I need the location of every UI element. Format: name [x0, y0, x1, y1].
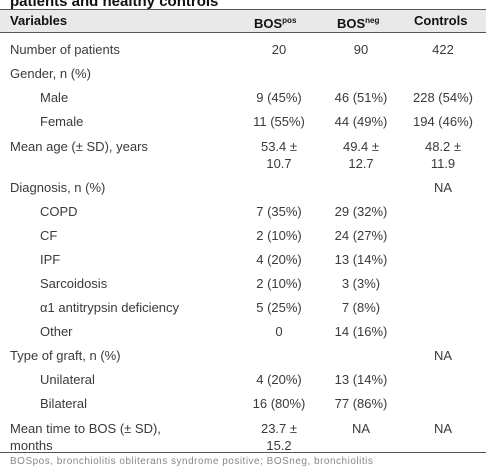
cell-neg: 12.7	[348, 156, 374, 171]
cell-pos: 2 (10%)	[256, 276, 302, 291]
row-label: IPF	[40, 252, 61, 267]
cell-neg: 77 (86%)	[334, 396, 388, 411]
header-bos-neg: BOSneg	[337, 12, 379, 32]
cell-pos: 11 (55%)	[253, 114, 305, 129]
header-bos-pos: BOSpos	[254, 12, 296, 32]
row-label: Number of patients	[10, 42, 120, 57]
header-bos-pos-base: BOS	[254, 16, 283, 31]
cell-neg: 46 (51%)	[334, 90, 388, 105]
table-header-band	[0, 9, 486, 33]
cell-ctrl: 48.2 ±	[424, 139, 462, 154]
cell-neg: NA	[351, 421, 371, 436]
row-label: Type of graft, n (%)	[10, 348, 121, 363]
table-bottom-rule	[0, 452, 486, 453]
cell-neg: 3 (3%)	[341, 276, 381, 291]
cell-pos: 5 (25%)	[256, 300, 302, 315]
header-bos-pos-sup: pos	[282, 16, 297, 25]
cell-pos: 9 (45%)	[256, 90, 302, 105]
cell-pos: 15.2	[266, 438, 292, 453]
row-label: Diagnosis, n (%)	[10, 180, 106, 195]
cell-neg: 90	[353, 42, 369, 57]
row-label: Unilateral	[40, 372, 95, 387]
cell-pos: 7 (35%)	[256, 204, 302, 219]
cell-ctrl: 228 (54%)	[413, 90, 473, 105]
cell-pos: 10.7	[266, 156, 292, 171]
row-label: months	[10, 438, 53, 453]
cell-ctrl: 422	[432, 42, 454, 57]
cell-neg: 49.4 ±	[342, 139, 380, 154]
cell-neg: 13 (14%)	[334, 372, 388, 387]
header-controls: Controls	[414, 13, 468, 28]
cell-neg: 7 (8%)	[341, 300, 381, 315]
cell-pos: 53.4 ±	[260, 139, 298, 154]
cell-ctrl: NA	[433, 348, 453, 363]
row-label: Bilateral	[40, 396, 87, 411]
cell-pos: 2 (10%)	[256, 228, 302, 243]
row-label: Female	[40, 114, 84, 129]
cell-neg: 13 (14%)	[334, 252, 388, 267]
row-label: Male	[40, 90, 69, 105]
row-label: CF	[40, 228, 58, 243]
cell-pos: 4 (20%)	[256, 252, 302, 267]
header-bos-neg-sup: neg	[365, 16, 380, 25]
row-label: Mean time to BOS (± SD),	[10, 421, 161, 436]
row-label: α1 antitrypsin deficiency	[40, 300, 180, 315]
cell-neg: 14 (16%)	[334, 324, 388, 339]
cell-pos: 16 (80%)	[252, 396, 306, 411]
table-header-rule	[0, 32, 486, 33]
cell-ctrl: NA	[433, 180, 453, 195]
cell-neg: 24 (27%)	[334, 228, 388, 243]
table-top-rule	[0, 9, 486, 10]
cell-pos: 0	[275, 324, 283, 339]
cell-ctrl: 194 (46%)	[413, 114, 473, 129]
cell-neg: 44 (49%)	[334, 114, 388, 129]
row-label: Sarcoidosis	[40, 276, 108, 291]
table-caption: patients and healthy controls	[10, 0, 219, 10]
row-label: COPD	[40, 204, 78, 219]
row-label: Other	[40, 324, 73, 339]
row-label: Gender, n (%)	[10, 66, 91, 81]
cell-pos: 23.7 ±	[260, 421, 298, 436]
header-variables: Variables	[10, 13, 68, 28]
table-footnote: BOSpos, bronchiolitis obliterans syndrom…	[10, 456, 374, 467]
row-label: Mean age (± SD), years	[10, 139, 148, 154]
cell-pos: 20	[271, 42, 287, 57]
header-bos-neg-base: BOS	[337, 16, 366, 31]
cell-pos: 4 (20%)	[256, 372, 302, 387]
cell-ctrl: 11.9	[430, 156, 456, 171]
cell-ctrl: NA	[433, 421, 453, 436]
cell-neg: 29 (32%)	[334, 204, 388, 219]
